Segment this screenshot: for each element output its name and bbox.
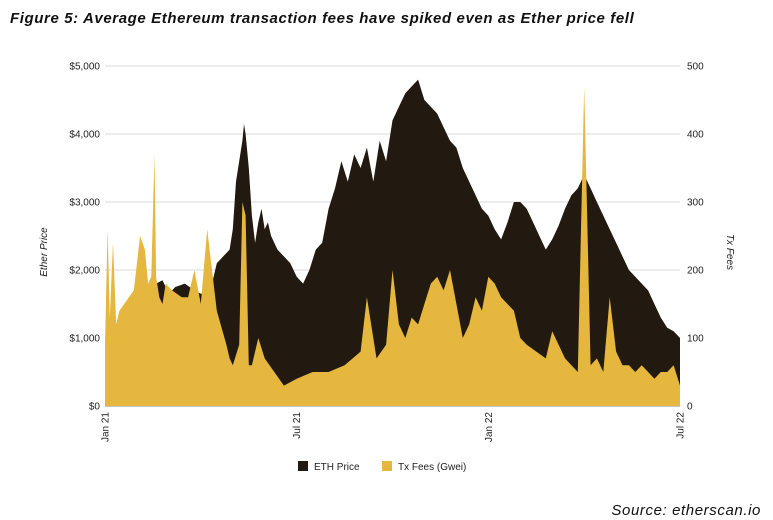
y-right-tick-label: 400 bbox=[687, 130, 704, 141]
x-axis: Jan 21 Jul 21 Jan 22 Jul 22 bbox=[101, 412, 687, 442]
legend-swatch-eth-price bbox=[298, 461, 308, 471]
y-axis-left: $0 $1,000 $2,000 $3,000 $4,000 $5,000 bbox=[69, 62, 100, 413]
source-note: Source: etherscan.io bbox=[611, 502, 761, 519]
y-left-tick-label: $1,000 bbox=[69, 334, 100, 345]
chart: $0 $1,000 $2,000 $3,000 $4,000 $5,000 0 100 200… bbox=[39, 62, 735, 474]
x-tick-label: Jan 22 bbox=[484, 412, 495, 442]
x-tick-label: Jul 22 bbox=[676, 412, 687, 439]
figure-title: Figure 5: Average Ethereum transaction f… bbox=[10, 10, 635, 27]
legend: ETH Price Tx Fees (Gwei) bbox=[298, 461, 466, 473]
y-axis-left-title: Ether Price bbox=[39, 227, 50, 277]
y-right-tick-label: 100 bbox=[687, 334, 704, 345]
legend-label-tx-fees: Tx Fees (Gwei) bbox=[398, 462, 466, 473]
y-right-tick-label: 300 bbox=[687, 198, 704, 209]
y-axis-right: 0 100 200 300 400 500 bbox=[687, 62, 704, 413]
series-area-eth-price bbox=[105, 79, 680, 406]
series-area-tx-fees bbox=[105, 86, 680, 407]
legend-swatch-tx-fees bbox=[382, 461, 392, 471]
y-left-tick-label: $5,000 bbox=[69, 62, 100, 73]
y-left-tick-label: $0 bbox=[89, 402, 101, 413]
y-right-tick-label: 500 bbox=[687, 62, 704, 73]
y-left-tick-label: $2,000 bbox=[69, 266, 100, 277]
x-tick-label: Jul 21 bbox=[292, 412, 303, 439]
y-left-tick-label: $3,000 bbox=[69, 198, 100, 209]
x-tick-label: Jan 21 bbox=[101, 412, 112, 442]
plot-area bbox=[105, 79, 680, 407]
y-right-tick-label: 200 bbox=[687, 266, 704, 277]
y-axis-right-title: Tx Fees bbox=[724, 234, 735, 270]
y-left-tick-label: $4,000 bbox=[69, 130, 100, 141]
y-right-tick-label: 0 bbox=[687, 402, 693, 413]
legend-label-eth-price: ETH Price bbox=[314, 462, 360, 473]
